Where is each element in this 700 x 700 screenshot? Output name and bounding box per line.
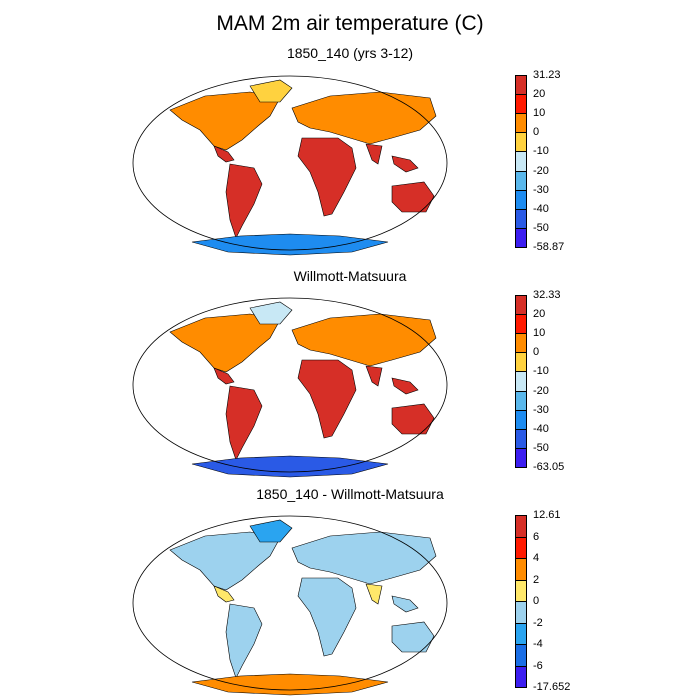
colorbar-swatch <box>515 333 527 354</box>
colorbar-tick-label: -20 <box>533 384 549 397</box>
landmass-ca <box>213 145 235 163</box>
map-obs <box>132 297 448 478</box>
colorbar-swatch <box>515 644 527 667</box>
landmass-na <box>169 313 281 373</box>
map-fill-obs <box>169 301 437 478</box>
colorbar-swatch <box>515 428 527 449</box>
landmass-sa <box>225 603 263 679</box>
landmass-an <box>191 233 389 256</box>
panel-title-diff: 1850_140 - Willmott-Matsuura <box>256 486 444 502</box>
colorbar-tick-label: 31.23 <box>533 69 561 81</box>
colorbar-swatch <box>515 295 527 316</box>
colorbar-tick-label: -63.05 <box>533 461 565 473</box>
landmass-an <box>191 455 389 478</box>
landmass-sea <box>391 155 419 173</box>
colorbar-swatch <box>515 208 527 229</box>
landmass-eu <box>291 531 437 585</box>
map-diff <box>132 515 448 696</box>
colorbar-tick-label: 0 <box>533 595 540 607</box>
landmass-in <box>365 365 383 387</box>
colorbar-swatch <box>515 579 527 602</box>
colorbar-swatch <box>515 447 527 468</box>
landmass-an <box>191 673 389 696</box>
colorbar-tick-label: 32.33 <box>533 289 561 301</box>
landmass-gl <box>249 79 293 103</box>
landmass-au <box>391 621 435 653</box>
landmass-af <box>297 359 357 439</box>
colorbar-swatch <box>515 622 527 645</box>
figure-title: MAM 2m air temperature (C) <box>216 12 484 35</box>
landmass-in <box>365 583 383 605</box>
landmass-eu <box>291 313 437 367</box>
colorbar-swatch <box>515 601 527 624</box>
landmass-ca <box>213 585 235 603</box>
landmass-af <box>297 577 357 657</box>
colorbar-swatch <box>515 352 527 373</box>
landmass-sa <box>225 385 263 461</box>
colorbar-swatch <box>515 113 527 134</box>
colorbar-tick-label: -10 <box>533 365 549 378</box>
colorbar-tick-label: 2 <box>533 573 540 586</box>
colorbar-tick-label: -40 <box>533 422 549 435</box>
colorbar-tick-label: -30 <box>533 403 549 416</box>
colorbar-swatch <box>515 75 527 96</box>
colorbar-swatch <box>515 371 527 392</box>
landmass-na <box>169 531 281 591</box>
colorbar-tick-label: 20 <box>533 88 546 101</box>
colorbar-swatch <box>515 170 527 191</box>
landmass-au <box>391 403 435 435</box>
colorbar-tick-label: -6 <box>533 659 543 672</box>
colorbar-swatch <box>515 132 527 153</box>
landmass-sea <box>391 377 419 395</box>
colorbar-tick-label: 4 <box>533 552 540 564</box>
colorbar-tick-label: 10 <box>533 327 546 340</box>
panel-title-obs: Willmott-Matsuura <box>293 268 407 284</box>
colorbar-swatch <box>515 409 527 430</box>
landmass-in <box>365 143 383 165</box>
colorbar-tick-label: -10 <box>533 145 549 158</box>
panel-title-model: 1850_140 (yrs 3-12) <box>286 45 414 61</box>
colorbar-tick-label: -40 <box>533 202 549 215</box>
map-fill-diff <box>169 519 437 696</box>
colorbar-tick-label: -58.87 <box>533 241 565 253</box>
colorbar-swatch <box>515 189 527 210</box>
colorbar-swatch <box>515 536 527 559</box>
landmass-sea <box>391 595 419 613</box>
colorbar-swatch <box>515 390 527 411</box>
landmass-sa <box>225 163 263 239</box>
landmass-eu <box>291 91 437 145</box>
colorbar-tick-label: -2 <box>533 616 543 629</box>
colorbar-tick-label: -50 <box>533 221 549 234</box>
colorbar-tick-label: 6 <box>533 530 540 543</box>
colorbar-swatch <box>515 314 527 335</box>
colorbar-swatch <box>515 151 527 172</box>
colorbar-tick-label: 12.61 <box>533 509 561 521</box>
landmass-ca <box>213 367 235 385</box>
colorbar-tick-label: 0 <box>533 126 540 139</box>
colorbar-tick-label: -20 <box>533 164 549 177</box>
colorbar-swatch <box>515 665 527 688</box>
landmass-gl <box>249 519 293 543</box>
colorbar-tick-label: -50 <box>533 441 549 454</box>
colorbar-tick-label: 20 <box>533 308 546 321</box>
map-fill-model <box>169 79 437 256</box>
colorbar-swatch <box>515 558 527 581</box>
colorbar-swatch <box>515 227 527 248</box>
landmass-gl <box>249 301 293 325</box>
colorbar-tick-label: -17.652 <box>533 681 571 693</box>
colorbar-tick-label: -30 <box>533 183 549 196</box>
map-model <box>132 75 448 256</box>
colorbar-tick-label: -4 <box>533 638 543 650</box>
colorbar-swatch <box>515 515 527 538</box>
landmass-au <box>391 181 435 213</box>
colorbar-tick-label: 0 <box>533 346 540 359</box>
colorbar-swatch <box>515 94 527 115</box>
landmass-af <box>297 137 357 217</box>
colorbar-tick-label: 10 <box>533 107 546 120</box>
landmass-na <box>169 91 281 151</box>
